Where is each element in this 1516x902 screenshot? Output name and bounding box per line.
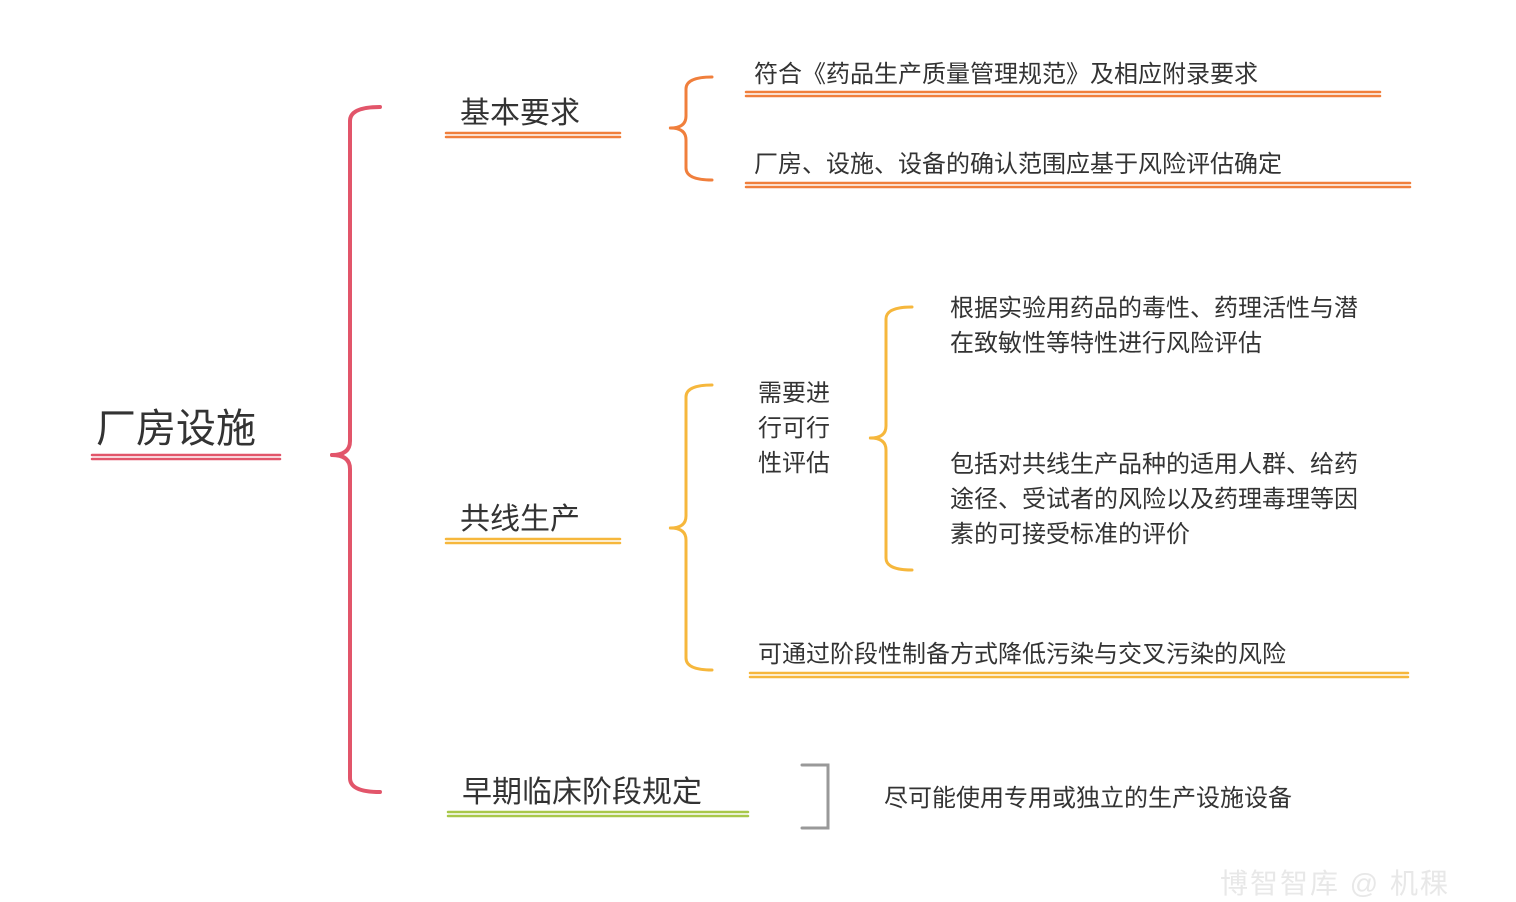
leaf-0-0: 符合《药品生产质量管理规范》及相应附录要求 bbox=[754, 58, 1394, 93]
leaf-2-0: 尽可能使用专用或独立的生产设施设备 bbox=[884, 782, 1404, 817]
subleaf-1-0-1: 包括对共线生产品种的适用人群、给药途径、受试者的风险以及药理毒理等因素的可接受标… bbox=[950, 448, 1380, 552]
leaf-1-1: 可通过阶段性制备方式降低污染与交叉污染的风险 bbox=[758, 638, 1438, 673]
watermark: 博智智库 @ 机稞 bbox=[1220, 862, 1450, 902]
branch-1: 共线生产 bbox=[460, 498, 580, 542]
branch-0: 基本要求 bbox=[460, 92, 580, 136]
root-node: 厂房设施 bbox=[96, 400, 256, 458]
leaf-0-1: 厂房、设施、设备的确认范围应基于风险评估确定 bbox=[754, 148, 1434, 183]
subleaf-1-0-0: 根据实验用药品的毒性、药理活性与潜在致敏性等特性进行风险评估 bbox=[950, 292, 1370, 362]
leaf-1-0: 需要进行可行性评估 bbox=[758, 377, 838, 481]
branch-2: 早期临床阶段规定 bbox=[462, 771, 702, 815]
